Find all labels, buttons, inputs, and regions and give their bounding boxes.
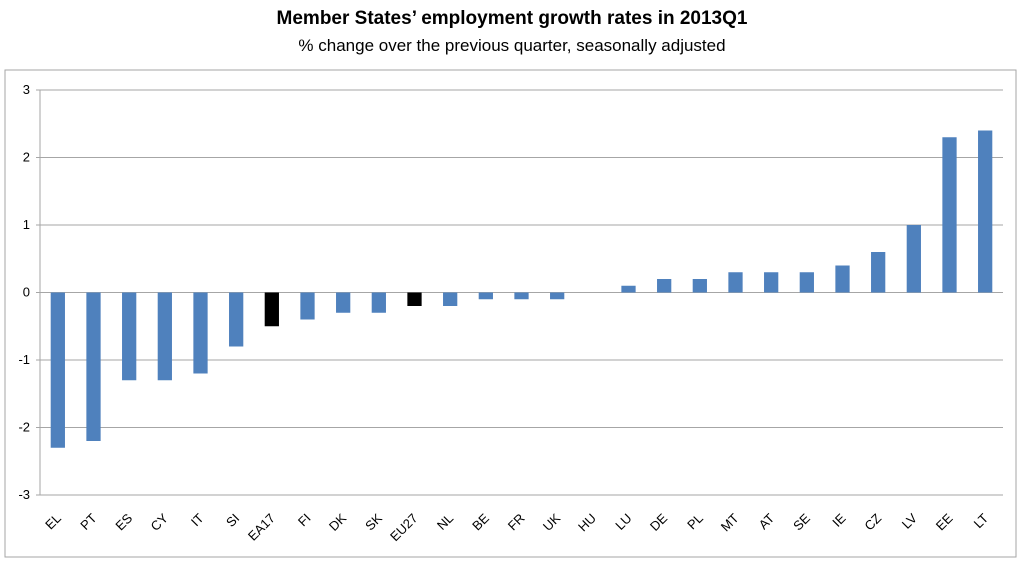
- bar-cy: [157, 292, 172, 381]
- category-label-at: AT: [756, 510, 778, 532]
- category-label-si: SI: [223, 511, 242, 530]
- category-label-pt: PT: [77, 510, 99, 532]
- bar-it: [193, 292, 208, 374]
- category-label-pl: PL: [684, 511, 706, 533]
- y-tick-label: 1: [23, 217, 30, 232]
- bar-lu: [621, 285, 636, 293]
- bar-pl: [692, 279, 707, 293]
- chart-subtitle: % change over the previous quarter, seas…: [298, 36, 726, 55]
- category-label-de: DE: [647, 510, 671, 534]
- bar-se: [799, 272, 814, 293]
- category-label-ea17: EA17: [245, 511, 278, 544]
- category-label-ee: EE: [933, 510, 956, 533]
- bar-nl: [443, 292, 458, 306]
- bar-de: [657, 279, 672, 293]
- category-label-es: ES: [112, 510, 135, 533]
- bar-es: [122, 292, 137, 381]
- category-label-lt: LT: [971, 510, 992, 531]
- category-label-sk: SK: [362, 510, 385, 533]
- bar-sk: [371, 292, 386, 313]
- category-label-cz: CZ: [861, 510, 884, 533]
- bar-lv: [906, 225, 921, 293]
- category-label-se: SE: [790, 510, 813, 533]
- bar-eu27: [407, 292, 422, 306]
- category-label-mt: MT: [718, 510, 742, 534]
- bar-be: [478, 292, 493, 300]
- category-label-eu27: EU27: [387, 511, 421, 545]
- category-label-fi: FI: [295, 511, 314, 530]
- chart-frame: [4, 69, 1017, 558]
- bar-lt: [978, 130, 993, 293]
- bar-mt: [728, 272, 743, 293]
- y-tick-label: 2: [23, 150, 30, 165]
- bar-cz: [871, 252, 886, 293]
- category-label-it: IT: [188, 510, 207, 529]
- bar-uk: [550, 292, 565, 300]
- category-label-dk: DK: [326, 510, 350, 534]
- y-tick-label: -3: [18, 487, 30, 502]
- category-label-ie: IE: [829, 510, 849, 530]
- bar-pt: [86, 292, 101, 441]
- category-label-lv: LV: [899, 510, 920, 531]
- category-label-hu: HU: [575, 511, 599, 535]
- category-label-uk: UK: [540, 510, 564, 534]
- category-label-nl: NL: [434, 511, 456, 533]
- y-tick-label: 0: [23, 285, 30, 300]
- bar-fi: [300, 292, 315, 320]
- bar-fr: [514, 292, 529, 300]
- y-tick-label: -2: [18, 420, 30, 435]
- bar-si: [229, 292, 244, 347]
- bar-ie: [835, 265, 850, 293]
- bar-ea17: [264, 292, 279, 327]
- bar-ee: [942, 137, 957, 293]
- y-tick-label: -1: [18, 352, 30, 367]
- y-tick-label: 3: [23, 82, 30, 97]
- chart-title: Member States’ employment growth rates i…: [276, 8, 748, 29]
- category-label-el: EL: [42, 511, 64, 533]
- category-label-cy: CY: [148, 510, 172, 534]
- category-label-fr: FR: [505, 511, 528, 534]
- bar-el: [50, 292, 65, 448]
- category-label-be: BE: [469, 510, 492, 533]
- bar-dk: [336, 292, 351, 313]
- category-label-lu: LU: [612, 511, 634, 533]
- bar-at: [764, 272, 779, 293]
